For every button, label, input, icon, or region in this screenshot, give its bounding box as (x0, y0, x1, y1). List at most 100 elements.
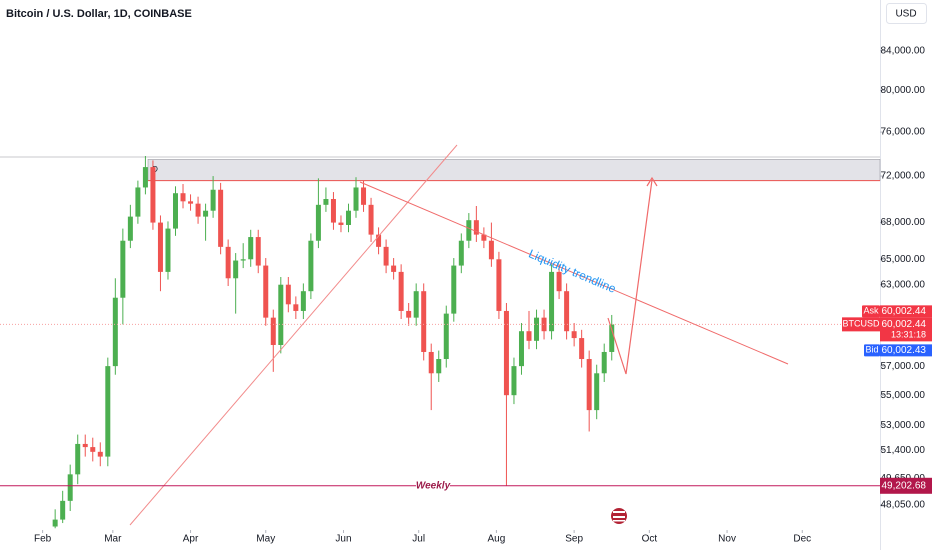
x-tick-label: Dec (793, 534, 811, 545)
candle-body (601, 351, 607, 374)
candle-body (481, 234, 487, 241)
ask-price: 60,002.44 (882, 306, 927, 317)
candle-body (263, 265, 269, 318)
candle-body (391, 265, 397, 272)
x-tick-label: Feb (34, 534, 52, 545)
weekly-price: 49,202.68 (882, 480, 927, 491)
zone (147, 159, 881, 181)
liquidity-trendline (359, 181, 789, 365)
y-tick-label: 68,000.00 (881, 217, 926, 228)
candle-body (466, 220, 472, 241)
y-tick-label: 53,000.00 (881, 420, 926, 431)
y-tick-label: 63,000.00 (881, 279, 926, 290)
candle-body (248, 237, 254, 260)
x-tick-label: Jun (335, 534, 351, 545)
symbol-tag (842, 317, 880, 332)
candle-body (293, 304, 299, 311)
weekly-price-box (880, 477, 932, 494)
bid-tag (864, 344, 880, 357)
countdown: 13:31:18 (891, 330, 926, 340)
event-icon-stripe (613, 520, 625, 522)
candle-body (609, 324, 615, 352)
ask-box (880, 305, 932, 318)
ask-tag (862, 305, 880, 318)
last-price: 60,002.44 (882, 319, 927, 330)
currency-button[interactable] (886, 3, 927, 24)
symbol: BTCUSD (842, 319, 880, 329)
candle-body (172, 193, 178, 229)
candle-body (594, 373, 600, 411)
x-tick-label: Mar (104, 534, 122, 545)
candle-body (157, 222, 163, 272)
y-tick-label: 80,000.00 (881, 85, 926, 96)
candle-body (195, 203, 201, 217)
candle-body (503, 310, 509, 396)
candle-body (150, 167, 156, 223)
candle-body (60, 500, 66, 520)
candle-body (353, 187, 359, 211)
candle-body (361, 187, 367, 205)
candle-body (330, 198, 336, 223)
candle-body (315, 204, 321, 241)
candle-body (135, 187, 141, 217)
candle-body (255, 237, 261, 266)
y-tick-label: 72,000.00 (881, 171, 926, 182)
candle-body (75, 443, 81, 475)
weekly-label-bg (416, 479, 450, 492)
candle-body (278, 284, 284, 345)
projection-path (607, 179, 653, 375)
x-tick-label: Oct (642, 534, 658, 545)
candle-body (120, 240, 126, 298)
candle-body (112, 297, 118, 367)
y-tick-label: 76,000.00 (881, 127, 926, 138)
candle-body (436, 359, 442, 374)
candle-body (556, 271, 562, 292)
candle-body (82, 443, 88, 448)
candle-body (90, 447, 96, 452)
ask-name: Ask (863, 306, 879, 316)
candle-body (218, 189, 224, 247)
candle-body (67, 474, 73, 501)
candle-body (451, 265, 457, 314)
candle-body (127, 216, 133, 241)
candle-body (97, 451, 103, 457)
candle-body (165, 228, 171, 272)
x-tick-label: Nov (718, 534, 736, 545)
y-tick-label: 51,400.00 (881, 445, 926, 456)
candle-body (203, 210, 209, 217)
candle-body (443, 313, 449, 360)
y-tick-label: 57,000.00 (881, 361, 926, 372)
candle-body (586, 359, 592, 411)
currency[interactable]: USD (895, 9, 916, 20)
candle-body (270, 317, 276, 345)
candle-body (300, 291, 306, 311)
x-tick-label: May (256, 534, 275, 545)
candle-body (233, 260, 239, 279)
weekly-label: Weekly (416, 480, 451, 491)
candle-body (511, 366, 517, 396)
candle-body (526, 331, 532, 341)
bid-name: Bid (865, 345, 878, 355)
x-tick-label: Jul (412, 534, 425, 545)
candle-body (105, 366, 111, 457)
bid-box (880, 344, 932, 357)
candle-body (323, 198, 329, 205)
candle-body (376, 234, 382, 247)
candle-body (541, 317, 547, 332)
candle-body (571, 331, 577, 339)
candle-body (398, 271, 404, 311)
candle-body (240, 259, 246, 261)
candle-body (383, 246, 389, 266)
candle-body (564, 291, 570, 332)
candle-body (458, 240, 464, 266)
candle-body (188, 201, 194, 204)
candle-body (285, 284, 291, 305)
x-tick-label: Sep (565, 534, 583, 545)
candle-body (368, 204, 374, 235)
candle-body (338, 222, 344, 225)
candle-body (413, 291, 419, 318)
candle-body (180, 193, 186, 202)
y-tick-label: 84,000.00 (881, 45, 926, 56)
